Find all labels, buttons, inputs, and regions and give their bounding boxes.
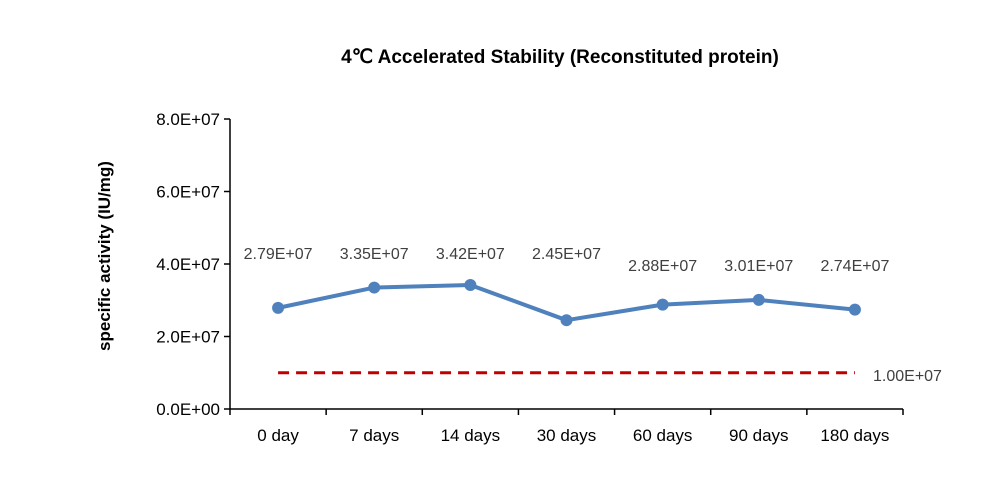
x-tick-label: 30 days [537, 426, 597, 445]
x-tick-label: 0 day [257, 426, 299, 445]
y-tick-label: 2.0E+07 [156, 328, 220, 347]
data-label: 2.79E+07 [244, 246, 313, 263]
chart-title: 4℃ Accelerated Stability (Reconstituted … [341, 47, 779, 68]
x-tick-label: 90 days [729, 426, 789, 445]
data-label: 2.45E+07 [532, 246, 601, 263]
data-point [560, 314, 573, 327]
y-tick-label: 4.0E+07 [156, 255, 220, 274]
data-point [752, 293, 765, 306]
data-point [464, 279, 477, 292]
data-point [848, 303, 861, 316]
reference-line-group: 1.00E+07 [278, 368, 942, 385]
data-label: 2.74E+07 [820, 258, 889, 275]
x-tick-label: 14 days [441, 426, 501, 445]
x-tick-label: 7 days [349, 426, 399, 445]
y-axis-label: specific activity (IU/mg) [95, 161, 114, 351]
y-tick-label: 0.0E+00 [156, 400, 220, 419]
reference-line-label: 1.00E+07 [873, 368, 942, 385]
data-label: 3.35E+07 [340, 246, 409, 263]
axes: 0.0E+00 2.0E+07 4.0E+07 6.0E+07 8.0E+07 0 day… [156, 110, 904, 445]
series-group: 2.79E+07 3.35E+07 3.42E+07 2.45E+07 2.88E+07… [244, 246, 890, 327]
data-point [272, 301, 285, 314]
data-point [656, 298, 669, 311]
data-point [368, 281, 381, 294]
x-tick-label: 180 days [820, 426, 889, 445]
y-tick-label: 8.0E+07 [156, 110, 220, 129]
data-label: 2.88E+07 [628, 258, 697, 275]
y-tick-label: 6.0E+07 [156, 183, 220, 202]
data-label: 3.42E+07 [436, 246, 505, 263]
x-tick-label: 60 days [633, 426, 693, 445]
data-label: 3.01E+07 [724, 258, 793, 275]
